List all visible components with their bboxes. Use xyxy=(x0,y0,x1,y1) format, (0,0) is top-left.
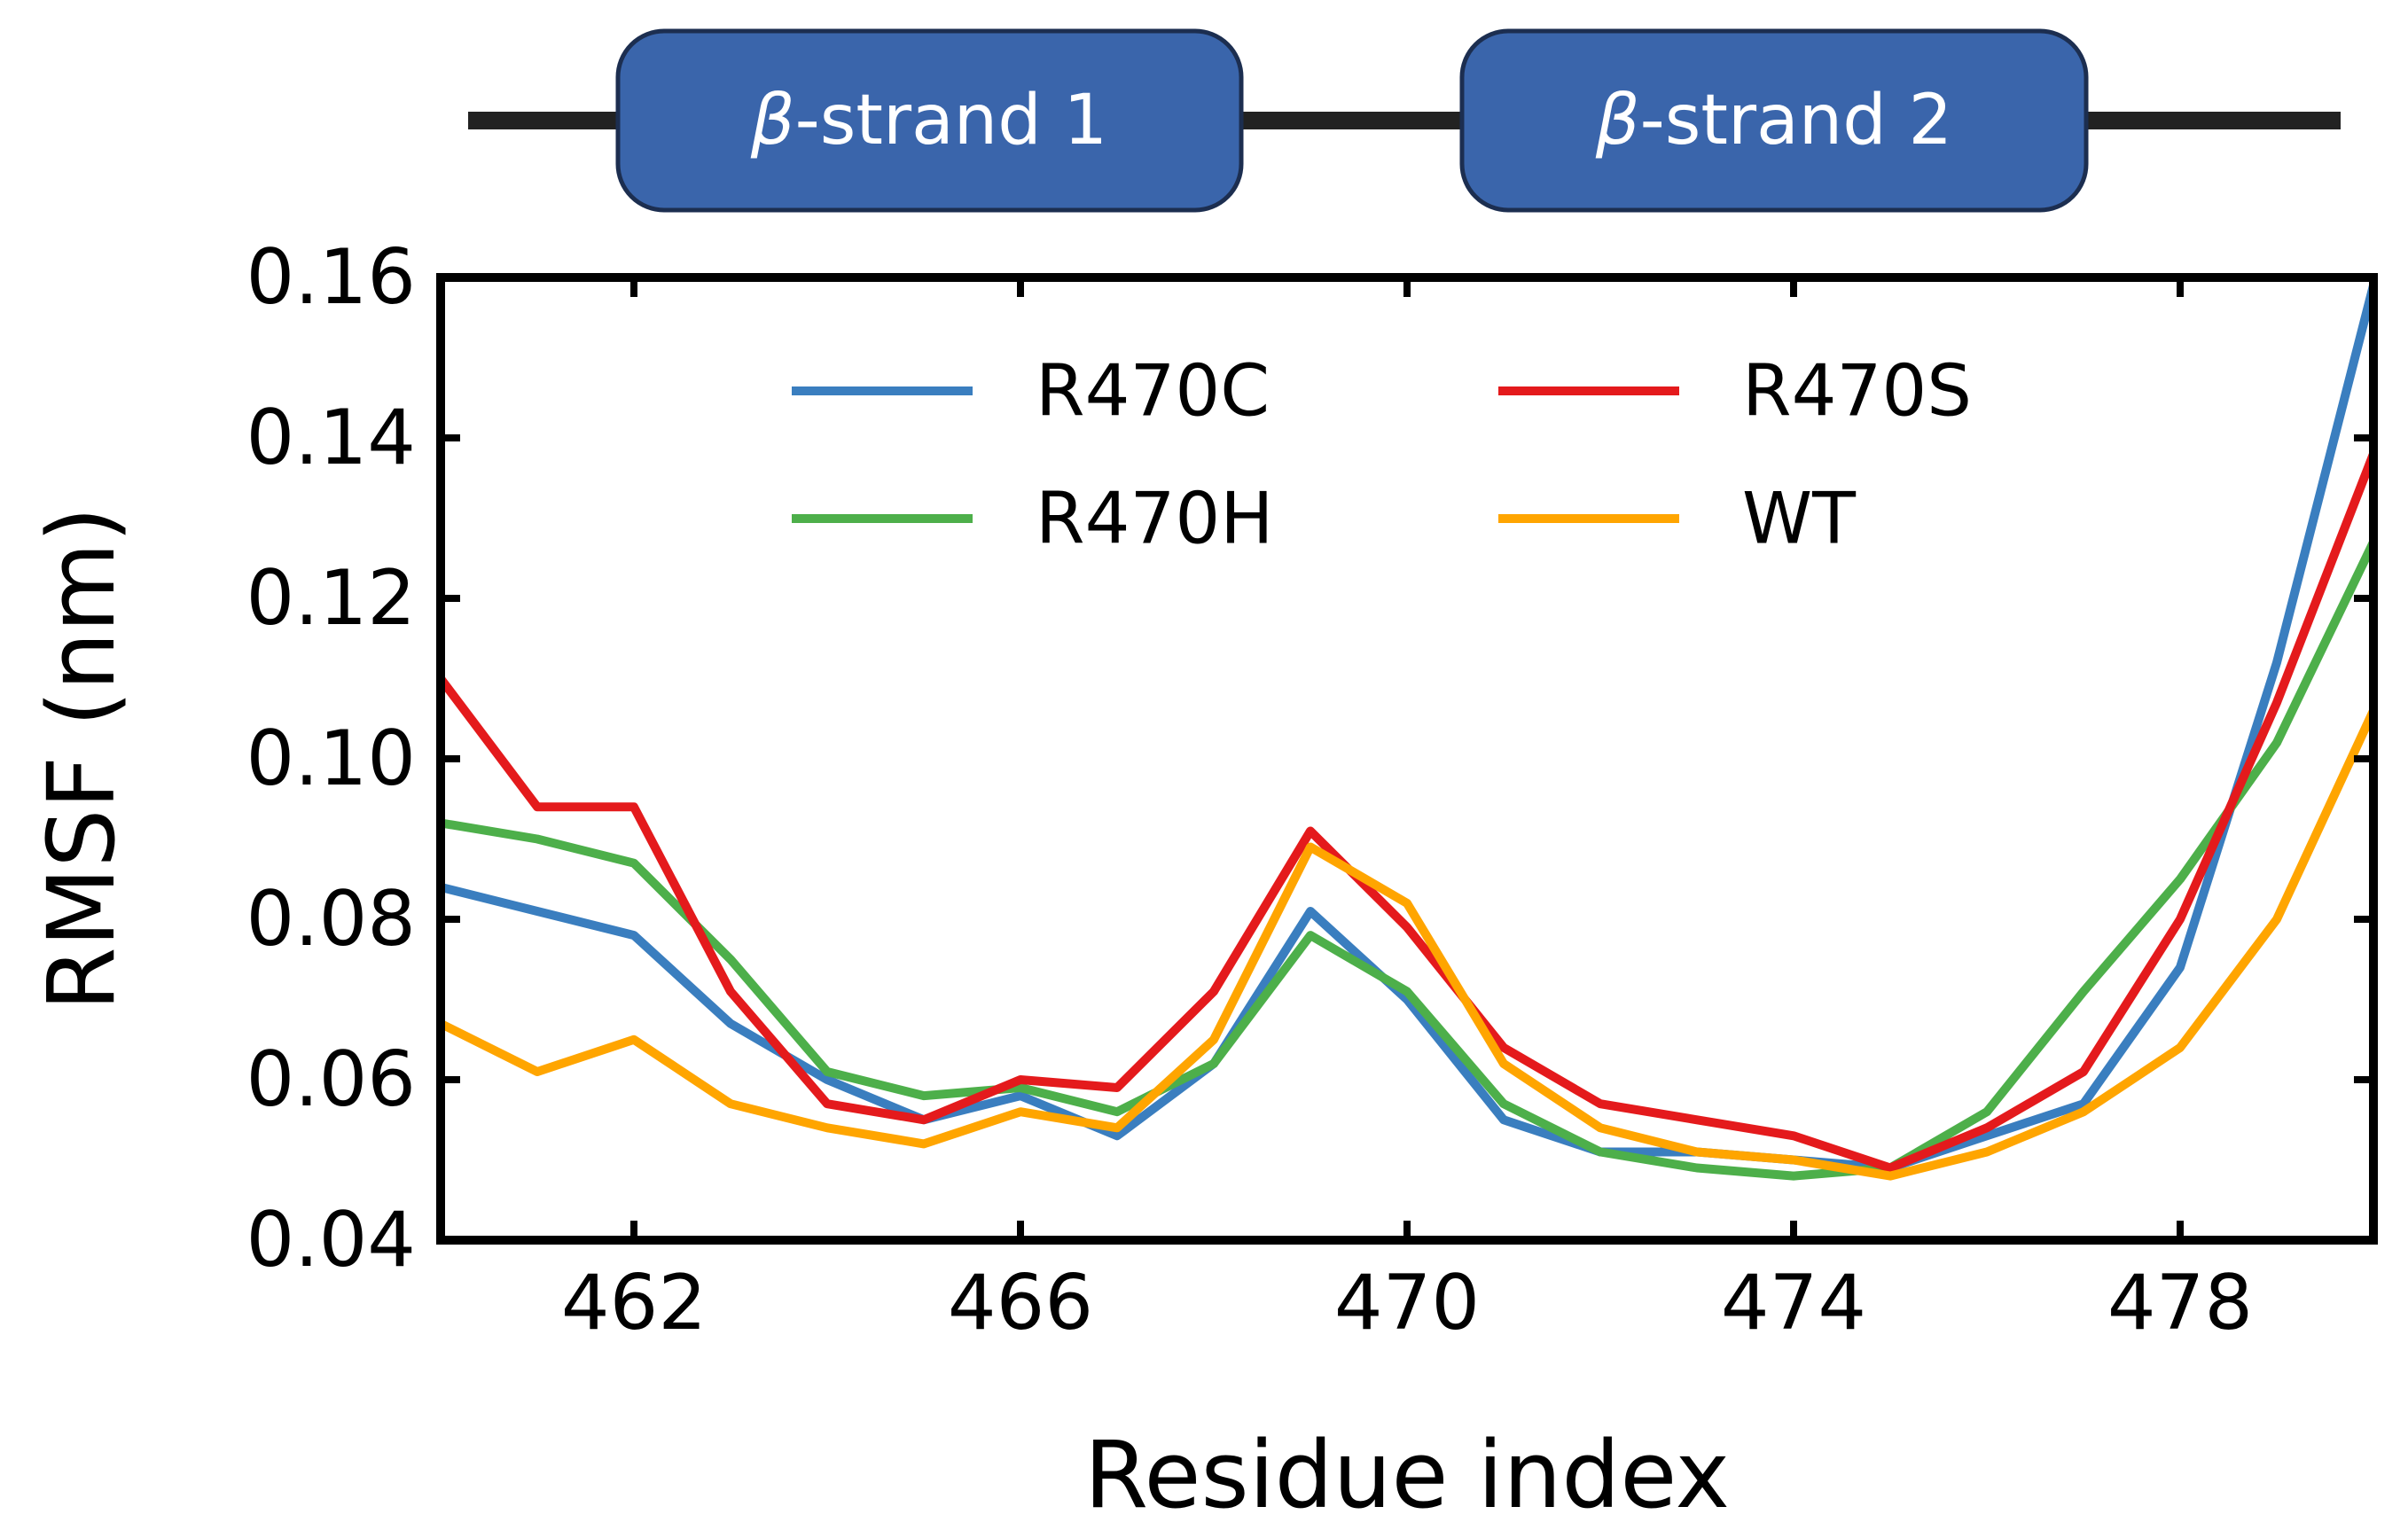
series-line-r470h xyxy=(440,540,2378,1181)
axis-ticks xyxy=(441,274,2373,1244)
x-tick-label: 474 xyxy=(1721,1259,1866,1347)
x-tick-label: 462 xyxy=(561,1259,707,1347)
y-axis-title: RMSF (nm) xyxy=(27,506,136,1011)
strand-2-rect xyxy=(1459,28,2089,213)
plot-frame xyxy=(436,273,2378,1245)
y-tick-label: 0.08 xyxy=(246,875,416,964)
y-tick-label: 0.10 xyxy=(246,714,416,803)
y-tick-label: 0.14 xyxy=(246,394,416,482)
secondary-structure-diagram: β-strand 1 β-strand 2 xyxy=(468,28,2341,213)
x-tick-label: 478 xyxy=(2107,1259,2253,1347)
strand-1-label: β-strand 1 xyxy=(750,81,1107,160)
y-tick-label: 0.16 xyxy=(246,233,416,322)
strand-1-rect xyxy=(615,28,1244,213)
series-line-r470s xyxy=(437,452,2378,1173)
legend-label-wt: WT xyxy=(1742,478,1857,560)
strand-2-box: β-strand 2 xyxy=(1459,28,2089,213)
legend: R470C R470S R470H WT xyxy=(792,350,1972,560)
series-lines xyxy=(437,284,2378,1181)
strand-2-text: -strand 2 xyxy=(1640,81,1953,160)
strand-2-beta-symbol: β xyxy=(1595,81,1640,160)
x-axis-title: Residue index xyxy=(1084,1421,1730,1529)
legend-label-r470c: R470C xyxy=(1036,350,1270,433)
y-tick-label: 0.12 xyxy=(246,554,416,643)
series-line-wt xyxy=(438,708,2378,1181)
strand-1-box: β-strand 1 xyxy=(615,28,1244,213)
series-line-r470c xyxy=(439,284,2378,1173)
strand-1-beta-symbol: β xyxy=(750,81,795,160)
x-tick-labels: 462 466 470 474 478 xyxy=(561,1259,2253,1347)
legend-label-r470h: R470H xyxy=(1036,478,1273,560)
x-tick-label: 470 xyxy=(1334,1259,1480,1347)
x-tick-label: 466 xyxy=(948,1259,1093,1347)
legend-label-r470s: R470S xyxy=(1742,350,1972,433)
y-tick-label: 0.04 xyxy=(246,1196,416,1284)
y-tick-label: 0.06 xyxy=(246,1035,416,1124)
strand-1-text: -strand 1 xyxy=(795,81,1108,160)
strand-2-label: β-strand 2 xyxy=(1595,81,1952,160)
y-tick-labels: 0.04 0.06 0.08 0.10 0.12 0.14 0.16 xyxy=(246,233,416,1284)
